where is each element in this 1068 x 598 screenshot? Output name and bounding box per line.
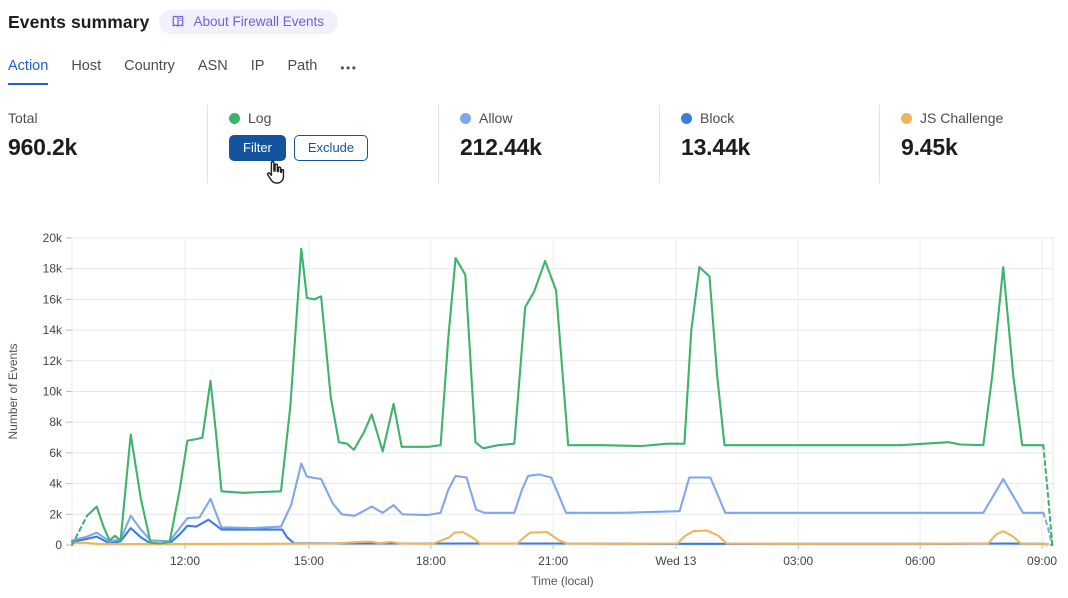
about-firewall-events-label: About Firewall Events [193, 14, 325, 29]
ytick-label-16k: 16k [43, 292, 63, 306]
ytick-label-0: 0 [55, 538, 62, 552]
exclude-button[interactable]: Exclude [293, 135, 369, 161]
log-legend-dot [229, 112, 240, 124]
stat-label-block: Block [700, 110, 735, 126]
stat-card-js-challenge: JS Challenge 9.45k [879, 105, 1060, 183]
tabs-more-button[interactable]: ••• [340, 61, 358, 75]
stat-value-js-challenge: 9.45k [901, 134, 958, 160]
js-challenge-legend-dot [901, 112, 912, 124]
tab-action[interactable]: Action [8, 58, 49, 85]
stat-card-block-header: Block [681, 110, 879, 126]
ytick-label-12k: 12k [43, 354, 63, 368]
about-firewall-events-link[interactable]: About Firewall Events [159, 10, 339, 34]
series-js-challenge-line [70, 529, 1050, 546]
ytick-label-2k: 2k [49, 507, 63, 521]
tab-ip[interactable]: IP [250, 58, 265, 74]
xtick-label-15:00: 15:00 [294, 554, 324, 568]
stat-card-total: Total 960.2k [8, 105, 207, 183]
stat-card-js-challenge-header: JS Challenge [901, 110, 1060, 126]
stat-card-log: Log Filter Exclude [207, 105, 438, 183]
allow-legend-dot [460, 112, 471, 124]
series-allow-line [70, 462, 1045, 543]
stat-value-block: 13.44k [681, 134, 751, 160]
ytick-label-20k: 20k [43, 231, 63, 245]
book-icon [170, 14, 186, 29]
series-log-dashed-end [1042, 444, 1054, 547]
xtick-label-09:00: 09:00 [1027, 554, 1057, 568]
stat-card-log-header: Log [229, 110, 438, 126]
y-axis-title: Number of Events [6, 343, 20, 439]
xtick-label-03:00: 03:00 [783, 554, 813, 568]
stat-card-allow-header: Allow [460, 110, 659, 126]
series-block-line [70, 518, 1045, 545]
stat-card-allow: Allow 212.44k [438, 105, 659, 183]
stat-card-total-header: Total [8, 110, 207, 126]
stat-label-js-challenge: JS Challenge [920, 110, 1004, 126]
ytick-label-14k: 14k [43, 323, 63, 337]
stat-value-allow: 212.44k [460, 134, 542, 160]
xtick-label-21:00: 21:00 [538, 554, 568, 568]
page-header: Events summary About Firewall Events [8, 10, 339, 34]
stats-row: Total 960.2k Log Filter Exclude Allow 212.44k B… [8, 105, 1060, 183]
ytick-label-4k: 4k [49, 477, 63, 491]
stat-card-block: Block 13.44k [659, 105, 879, 183]
ytick-label-8k: 8k [49, 415, 63, 429]
ytick-label-6k: 6k [49, 446, 63, 460]
ytick-label-18k: 18k [43, 262, 63, 276]
ytick-label-10k: 10k [43, 385, 63, 399]
summary-tabs: Action Host Country ASN IP Path ••• [8, 58, 357, 85]
xtick-label-Wed 13: Wed 13 [655, 554, 696, 568]
tab-host[interactable]: Host [71, 58, 102, 74]
xtick-label-06:00: 06:00 [905, 554, 935, 568]
events-chart: 0 2k 4k 6k 8k 10k 12k 14k 16k 18k 20k 12:00 15:00 18:… [6, 231, 1057, 588]
xtick-label-12:00: 12:00 [170, 554, 200, 568]
log-actions: Filter Exclude [229, 135, 438, 161]
block-legend-dot [681, 112, 692, 124]
stat-label-total: Total [8, 110, 38, 126]
tab-country[interactable]: Country [124, 58, 175, 74]
events-chart-area: 0 2k 4k 6k 8k 10k 12k 14k 16k 18k 20k 12:00 15:00 18:… [0, 226, 1068, 598]
stat-label-allow: Allow [479, 110, 513, 126]
series-log-line [85, 247, 1045, 545]
tab-asn[interactable]: ASN [197, 58, 228, 74]
xtick-label-18:00: 18:00 [416, 554, 446, 568]
series-log-dashed-start [70, 514, 89, 547]
series-allow-dashed-end [1042, 511, 1054, 547]
x-axis-title: Time (local) [531, 574, 593, 588]
tab-path[interactable]: Path [287, 58, 318, 74]
page-title: Events summary [8, 11, 150, 32]
stat-label-log: Log [248, 110, 272, 126]
stat-value-total: 960.2k [8, 134, 78, 160]
filter-button[interactable]: Filter [229, 135, 286, 161]
